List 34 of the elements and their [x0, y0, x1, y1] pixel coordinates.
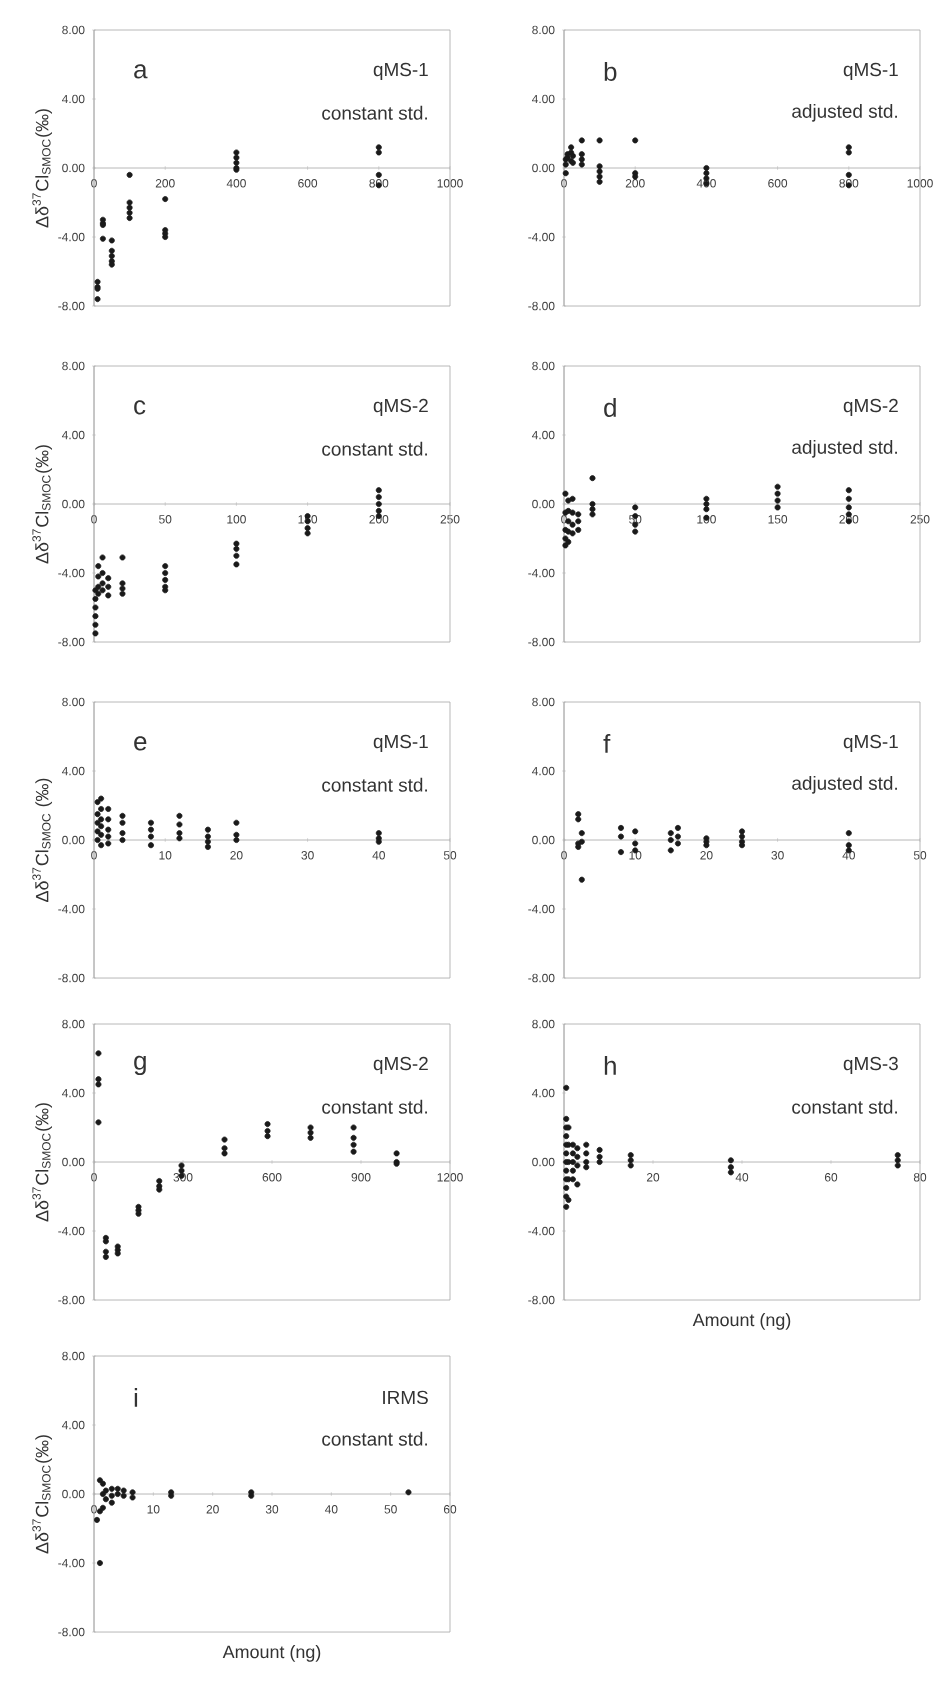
y-axis-title: Δδ$^{37}$Cl$_{SMOC}$(‰) [32, 445, 53, 564]
text: f [603, 734, 611, 753]
text: b [604, 61, 617, 81]
annotation: adjusted std. [792, 103, 897, 122]
annotation: adjusted std. [792, 775, 897, 794]
annotation: constant std. [322, 441, 427, 456]
text: IRMS [383, 1390, 428, 1405]
text: qMS-2 [373, 1056, 428, 1074]
text: a [134, 64, 148, 79]
annotation: constant std. [322, 1431, 427, 1446]
x-axis-title: Amount (ng) [222, 1645, 321, 1662]
text: qMS-1 [373, 62, 428, 80]
text: qMS-1 [843, 734, 898, 752]
annotation: constant std. [322, 105, 427, 120]
annotation: adjusted std. [792, 439, 897, 458]
annotation: constant std. [322, 1099, 427, 1114]
text: qMS-1 [843, 62, 898, 80]
text: qMS-3 [843, 1056, 898, 1074]
text: qMS-2 [843, 398, 898, 416]
text: qMS-1 [373, 734, 428, 752]
text: c [134, 400, 146, 415]
y-axis-title: Δδ$^{37}$Cl$_{SMOC}$(‰) [32, 1435, 53, 1554]
annotation: constant std. [792, 1099, 897, 1114]
x-axis-title: Amount (ng) [692, 1313, 791, 1330]
text: g [134, 1055, 146, 1076]
y-axis-title: Δδ$^{37}$Cl$_{SMOC}$(‰) [32, 109, 53, 228]
annotation: constant std. [322, 777, 427, 792]
text: d [604, 397, 616, 417]
text: h [604, 1056, 616, 1075]
text: i [134, 1388, 138, 1407]
y-axis-title: Δδ$^{37}$Cl$_{SMOC}$(‰) [32, 1103, 53, 1222]
y-axis-title: Δδ$^{37}$Cl$_{SMOC}$ (‰) [32, 778, 53, 902]
text: e [134, 736, 147, 751]
text: qMS-2 [373, 398, 428, 416]
